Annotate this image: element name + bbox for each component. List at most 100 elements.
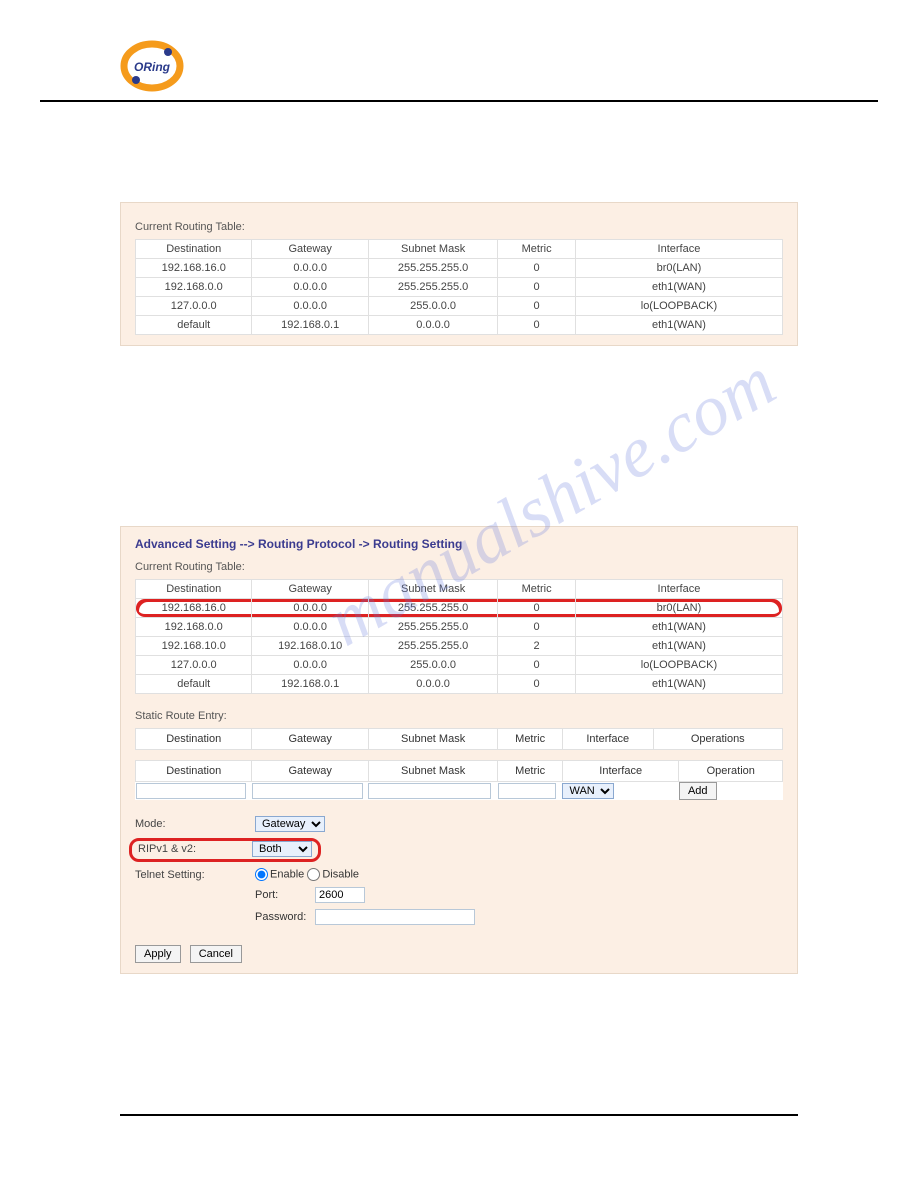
table-title-2: Current Routing Table: bbox=[135, 561, 783, 573]
table-cell: 0 bbox=[498, 599, 576, 618]
table-cell: 0.0.0.0 bbox=[252, 618, 368, 637]
col-metric: Metric bbox=[498, 240, 576, 259]
breadcrumb: Advanced Setting --> Routing Protocol ->… bbox=[135, 537, 783, 551]
table-cell: 192.168.0.1 bbox=[252, 316, 368, 335]
table-cell: 0.0.0.0 bbox=[252, 297, 368, 316]
table-row: 127.0.0.00.0.0.0255.0.0.00lo(LOOPBACK) bbox=[136, 656, 783, 675]
telnet-enable-option[interactable]: Enable bbox=[255, 868, 304, 881]
col-destination: Destination bbox=[136, 240, 252, 259]
table-row: 192.168.0.00.0.0.0255.255.255.00eth1(WAN… bbox=[136, 278, 783, 297]
table-cell: 192.168.16.0 bbox=[136, 599, 252, 618]
table-row: default192.168.0.10.0.0.00eth1(WAN) bbox=[136, 316, 783, 335]
table-row: 192.168.10.0192.168.0.10255.255.255.02et… bbox=[136, 637, 783, 656]
col-destination: Destination bbox=[136, 580, 252, 599]
disable-label: Disable bbox=[322, 868, 359, 880]
oring-logo: ORing bbox=[120, 40, 184, 92]
col-gateway: Gateway bbox=[252, 580, 368, 599]
mode-label: Mode: bbox=[135, 818, 255, 830]
table-cell: 0 bbox=[498, 316, 576, 335]
col-subnet: Subnet Mask bbox=[368, 240, 497, 259]
table-cell: default bbox=[136, 675, 252, 694]
entry-col-destination: Destination bbox=[136, 761, 252, 782]
table-cell: 192.168.0.0 bbox=[136, 618, 252, 637]
telnet-disable-radio[interactable] bbox=[307, 868, 320, 881]
telnet-enable-radio[interactable] bbox=[255, 868, 268, 881]
table-cell: br0(LAN) bbox=[575, 259, 782, 278]
table-cell: 0.0.0.0 bbox=[252, 278, 368, 297]
table-row: default192.168.0.10.0.0.00eth1(WAN) bbox=[136, 675, 783, 694]
routing-table-1: Destination Gateway Subnet Mask Metric I… bbox=[135, 239, 783, 335]
table-cell: eth1(WAN) bbox=[575, 675, 782, 694]
col-operations: Operations bbox=[653, 729, 782, 750]
table-row: 192.168.16.00.0.0.0255.255.255.00br0(LAN… bbox=[136, 599, 783, 618]
table-cell: 0 bbox=[498, 297, 576, 316]
enable-label: Enable bbox=[270, 868, 304, 880]
static-route-entry-form: Destination Gateway Subnet Mask Metric I… bbox=[135, 760, 783, 800]
table-cell: eth1(WAN) bbox=[575, 316, 782, 335]
entry-col-operation: Operation bbox=[679, 761, 783, 782]
table-cell: br0(LAN) bbox=[575, 599, 782, 618]
telnet-disable-option[interactable]: Disable bbox=[307, 868, 359, 881]
table-cell: 255.255.255.0 bbox=[368, 278, 497, 297]
col-interface: Interface bbox=[562, 729, 653, 750]
add-button[interactable]: Add bbox=[679, 782, 717, 800]
gateway-input[interactable] bbox=[252, 783, 363, 799]
table-cell: 192.168.0.10 bbox=[252, 637, 368, 656]
entry-col-metric: Metric bbox=[498, 761, 563, 782]
routing-table-panel-1: Current Routing Table: Destination Gatew… bbox=[120, 202, 798, 346]
table-row: 192.168.0.00.0.0.0255.255.255.00eth1(WAN… bbox=[136, 618, 783, 637]
password-label: Password: bbox=[255, 911, 315, 923]
table-cell: 2 bbox=[498, 637, 576, 656]
col-metric: Metric bbox=[498, 729, 563, 750]
entry-col-interface: Interface bbox=[562, 761, 678, 782]
col-gateway: Gateway bbox=[252, 240, 368, 259]
col-subnet: Subnet Mask bbox=[368, 580, 497, 599]
entry-col-subnet: Subnet Mask bbox=[368, 761, 497, 782]
password-input[interactable] bbox=[315, 909, 475, 925]
telnet-label: Telnet Setting: bbox=[135, 869, 255, 881]
table-cell: 0 bbox=[498, 656, 576, 675]
col-subnet: Subnet Mask bbox=[368, 729, 497, 750]
table-cell: 255.255.255.0 bbox=[368, 618, 497, 637]
table-cell: 255.255.255.0 bbox=[368, 599, 497, 618]
table-cell: lo(LOOPBACK) bbox=[575, 656, 782, 675]
table-cell: default bbox=[136, 316, 252, 335]
table-cell: 255.255.255.0 bbox=[368, 637, 497, 656]
table-cell: 0 bbox=[498, 675, 576, 694]
col-interface: Interface bbox=[575, 580, 782, 599]
routing-settings-panel: Advanced Setting --> Routing Protocol ->… bbox=[120, 526, 798, 974]
port-input[interactable] bbox=[315, 887, 365, 903]
destination-input[interactable] bbox=[136, 783, 247, 799]
table-cell: 0 bbox=[498, 618, 576, 637]
table-cell: lo(LOOPBACK) bbox=[575, 297, 782, 316]
static-route-header-table: Destination Gateway Subnet Mask Metric I… bbox=[135, 728, 783, 750]
footer-rule bbox=[120, 1114, 798, 1116]
table-row: 127.0.0.00.0.0.0255.0.0.00lo(LOOPBACK) bbox=[136, 297, 783, 316]
table-cell: 192.168.0.1 bbox=[252, 675, 368, 694]
routing-table-2: Destination Gateway Subnet Mask Metric I… bbox=[135, 579, 783, 694]
col-metric: Metric bbox=[498, 580, 576, 599]
subnet-input[interactable] bbox=[368, 783, 491, 799]
table-cell: 192.168.0.0 bbox=[136, 278, 252, 297]
table-cell: 0.0.0.0 bbox=[252, 259, 368, 278]
table-cell: 127.0.0.0 bbox=[136, 297, 252, 316]
rip-select[interactable]: Both bbox=[252, 841, 312, 857]
port-label: Port: bbox=[255, 889, 315, 901]
col-interface: Interface bbox=[575, 240, 782, 259]
svg-text:ORing: ORing bbox=[134, 60, 171, 74]
apply-button[interactable]: Apply bbox=[135, 945, 181, 963]
static-route-title: Static Route Entry: bbox=[135, 710, 783, 722]
page-header: ORing bbox=[40, 40, 878, 102]
table-cell: 192.168.16.0 bbox=[136, 259, 252, 278]
metric-input[interactable] bbox=[498, 783, 556, 799]
cancel-button[interactable]: Cancel bbox=[190, 945, 242, 963]
table-cell: 0.0.0.0 bbox=[252, 656, 368, 675]
entry-col-gateway: Gateway bbox=[252, 761, 368, 782]
rip-label: RIPv1 & v2: bbox=[138, 843, 252, 855]
table-cell: eth1(WAN) bbox=[575, 278, 782, 297]
interface-select[interactable]: WAN bbox=[562, 783, 614, 799]
table-cell: 0.0.0.0 bbox=[368, 316, 497, 335]
table-cell: 0 bbox=[498, 259, 576, 278]
table-cell: 0.0.0.0 bbox=[252, 599, 368, 618]
mode-select[interactable]: Gateway bbox=[255, 816, 325, 832]
